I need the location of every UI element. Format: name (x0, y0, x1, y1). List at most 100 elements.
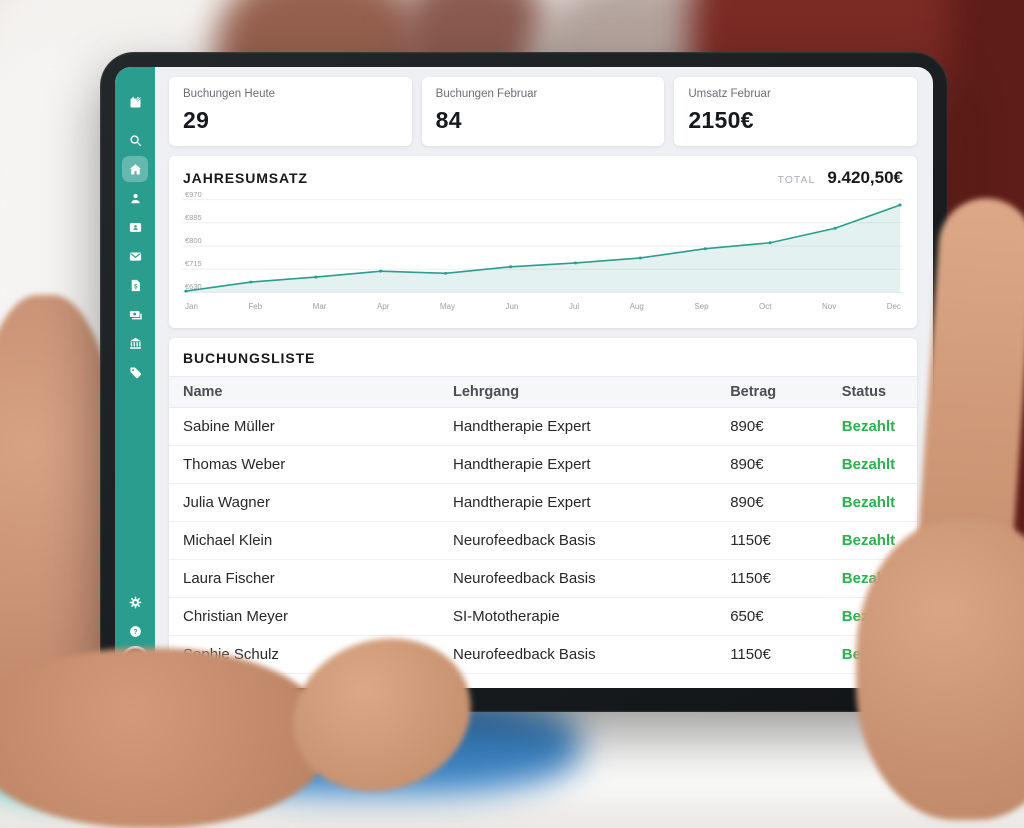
cell-course: Handtherapie Expert (453, 494, 591, 511)
x-axis-tick: Feb (248, 302, 263, 311)
tablet-screen: $ ? Buchungen Heute 29 Buchungen Februar 84… (115, 67, 933, 688)
total-label: TOTAL (777, 174, 816, 186)
chart-total: TOTAL 9.420,50€ (777, 168, 903, 188)
y-axis-tick: €630 (185, 282, 202, 292)
cell-amount: 650€ (730, 608, 764, 625)
table-body: Sabine Müller Handtherapie Expert 890€ Beza… (169, 408, 917, 674)
cell-name: Thomas Weber (183, 456, 286, 473)
invoice-document-icon: $ (128, 278, 143, 293)
gear-icon (128, 595, 143, 610)
status-badge: Bezahlt (841, 418, 896, 435)
status-badge: Bezahlt (841, 532, 896, 549)
annual-revenue-card: JAHRESUMSATZ TOTAL 9.420,50€ €970 €885 €80… (169, 156, 917, 328)
cell-course: Handtherapie Expert (453, 456, 591, 473)
chart-header: JAHRESUMSATZ TOTAL 9.420,50€ (183, 168, 903, 188)
cell-course: Neurofeedback Basis (453, 570, 596, 587)
tablet: $ ? Buchungen Heute 29 Buchungen Februar 84… (100, 52, 948, 712)
x-axis-tick: May (439, 302, 455, 311)
x-axis-tick: Mar (312, 302, 327, 311)
cell-name: Michael Klein (183, 532, 273, 549)
x-axis-labels: Jan Feb Mar Apr May Jun Jul Aug Sep Oct Nov Dec (183, 298, 903, 311)
cell-name: Christian Meyer (183, 608, 289, 625)
search-icon (128, 133, 143, 148)
sidebar-item-tag[interactable] (122, 359, 148, 385)
sidebar-item-gear[interactable] (122, 589, 148, 615)
x-axis-tick: Jun (505, 302, 519, 311)
y-axis-tick: €885 (185, 212, 202, 222)
left-hand-bottom (0, 648, 330, 828)
svg-text:$: $ (134, 284, 138, 290)
mail-icon (128, 249, 143, 264)
sidebar-item-contacts-card[interactable] (122, 214, 148, 240)
cell-name: Julia Wagner (183, 494, 270, 511)
stats-row: Buchungen Heute 29 Buchungen Februar 84 Umsa… (169, 77, 918, 146)
cell-amount: 1150€ (730, 570, 771, 587)
booking-calendar-check-icon (128, 95, 143, 110)
column-header-betrag: Betrag (730, 384, 777, 400)
y-axis-tick: €970 (185, 189, 202, 199)
table-row[interactable]: Thomas Weber Handtherapie Expert 890€ Bezah… (169, 446, 917, 484)
sidebar-item-search[interactable] (122, 127, 148, 153)
right-hand-palm (856, 520, 1024, 820)
table-row[interactable]: Sabine Müller Handtherapie Expert 890€ Beza… (169, 408, 917, 446)
cell-name: Sabine Müller (183, 418, 275, 435)
table-row[interactable]: Laura Fischer Neurofeedback Basis 1150€ Bez… (169, 560, 917, 598)
main-content: Buchungen Heute 29 Buchungen Februar 84 Umsa… (155, 67, 933, 688)
column-header-name: Name (183, 384, 223, 400)
table-row[interactable]: Christian MeyerSI-Mototherapie650€Bezahl… (169, 598, 917, 636)
x-axis-tick: Sep (694, 302, 709, 311)
total-value: 9.420,50€ (827, 168, 903, 187)
stat-value: 29 (183, 107, 210, 133)
user-icon (128, 191, 143, 206)
cell-amount: 890€ (730, 494, 764, 511)
sidebar: $ ? (115, 67, 155, 688)
bank-icon (128, 336, 143, 351)
table-title: BUCHUNGSLISTE (183, 350, 316, 366)
stat-card: Buchungen Heute 29 (169, 77, 412, 146)
chart-title: JAHRESUMSATZ (183, 170, 308, 186)
table-row[interactable]: Michael Klein Neurofeedback Basis 1150€ Bez… (169, 522, 917, 560)
home-icon (128, 162, 143, 177)
cell-name: Laura Fischer (183, 570, 275, 587)
stat-label: Buchungen Februar (435, 88, 538, 100)
sidebar-item-money[interactable] (122, 301, 148, 327)
cell-course: Neurofeedback Basis (453, 646, 596, 663)
sidebar-nav: $ (122, 89, 148, 388)
cell-course: Neurofeedback Basis (453, 532, 596, 549)
table-header-row: Name Lehrgang Betrag Status (169, 376, 917, 408)
stat-card: Umsatz Februar 2150€ (674, 77, 918, 146)
y-axis-tick: €800 (185, 236, 202, 245)
sidebar-item-invoice-document[interactable]: $ (122, 272, 148, 298)
sidebar-footer: ? (122, 589, 148, 647)
sidebar-item-home[interactable] (122, 156, 148, 182)
table-row[interactable]: Julia Wagner Handtherapie Expert 890€ Bezah… (169, 484, 917, 522)
cell-course: SI-Mototherapie (453, 608, 560, 625)
y-axis-tick: €715 (185, 259, 202, 269)
line-chart: €970 €885 €800 €715 €630 (183, 189, 903, 298)
column-header-status: Status (841, 384, 887, 400)
x-axis-tick: Dec (886, 302, 901, 311)
x-axis-tick: Nov (821, 302, 837, 311)
cell-amount: 890€ (730, 418, 764, 435)
status-badge: Bezahlt (841, 456, 896, 473)
sidebar-item-bank[interactable] (122, 330, 148, 356)
x-axis-tick: Jan (185, 302, 198, 311)
booking-list-card: BUCHUNGSLISTE Name Lehrgang Betrag Status S… (169, 338, 917, 688)
stat-card: Buchungen Februar 84 (421, 77, 665, 146)
money-icon (128, 307, 143, 322)
x-axis-tick: Aug (629, 302, 644, 311)
cell-course: Handtherapie Expert (453, 418, 591, 435)
column-header-lehrgang: Lehrgang (453, 384, 520, 400)
stat-label: Umsatz Februar (688, 88, 771, 100)
help-icon: ? (128, 624, 143, 639)
contacts-card-icon (128, 220, 143, 235)
sidebar-item-booking-calendar-check[interactable] (122, 89, 148, 115)
x-axis-tick: Oct (759, 302, 772, 311)
cell-amount: 1150€ (730, 532, 771, 549)
sidebar-item-user[interactable] (122, 185, 148, 211)
stat-value: 2150€ (688, 107, 754, 133)
sidebar-item-help[interactable]: ? (122, 618, 148, 644)
sidebar-item-mail[interactable] (122, 243, 148, 269)
